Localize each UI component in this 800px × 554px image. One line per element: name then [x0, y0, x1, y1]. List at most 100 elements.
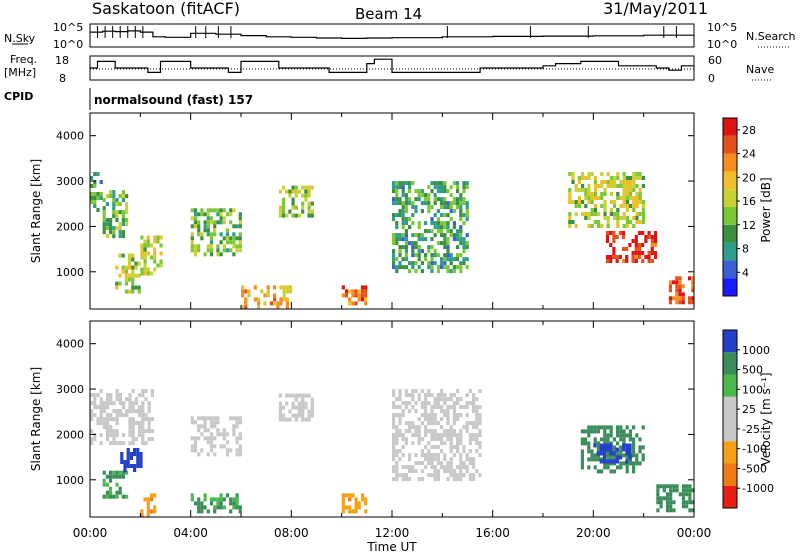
heatmap-cell	[433, 421, 437, 426]
nave-label: Nave	[746, 63, 774, 76]
colorbar-tick-label: 25	[742, 403, 756, 416]
heatmap-cell	[200, 448, 204, 453]
heatmap-cell	[392, 453, 396, 458]
heatmap-cell	[109, 417, 113, 422]
heatmap-cell	[291, 405, 295, 410]
heatmap-cell	[449, 209, 453, 214]
heatmap-cell	[216, 244, 220, 249]
heatmap-cell	[395, 437, 399, 442]
heatmap-cell	[596, 451, 600, 456]
heatmap-cell	[443, 397, 447, 402]
heatmap-cell	[395, 461, 399, 466]
x-tick-label: 08:00	[274, 526, 309, 540]
heatmap-cell	[456, 441, 460, 446]
heatmap-cell	[612, 231, 616, 235]
heatmap-cell	[584, 204, 588, 208]
heatmap-cell	[115, 198, 119, 203]
heatmap-cell	[395, 269, 399, 274]
heatmap-cell	[616, 196, 620, 200]
heatmap-cell	[392, 441, 396, 446]
heatmap-cell	[156, 235, 160, 240]
heatmap-cell	[279, 301, 283, 306]
heatmap-cell	[622, 204, 626, 208]
heatmap-cell	[647, 231, 651, 235]
heatmap-cell	[433, 185, 437, 190]
heatmap-cell	[125, 218, 129, 223]
heatmap-cell	[137, 289, 141, 294]
heatmap-cell	[401, 205, 405, 210]
heatmap-cell	[609, 192, 613, 196]
heatmap-cell	[456, 237, 460, 242]
heatmap-cell	[641, 208, 645, 212]
heatmap-cell	[449, 425, 453, 430]
heatmap-cell	[153, 493, 157, 498]
heatmap-cell	[398, 185, 402, 190]
heatmap-cell	[587, 172, 591, 176]
heatmap-cell	[99, 417, 103, 422]
heatmap-cell	[659, 496, 663, 501]
heatmap-cell	[213, 444, 217, 449]
heatmap-cell	[404, 217, 408, 222]
heatmap-cell	[685, 492, 689, 497]
heatmap-cell	[289, 285, 293, 290]
heatmap-cell	[139, 460, 143, 464]
heatmap-cell	[341, 285, 345, 290]
heatmap-cell	[414, 205, 418, 210]
heatmap-cell	[609, 208, 613, 212]
heatmap-cell	[472, 437, 476, 442]
heatmap-cell	[609, 469, 613, 474]
heatmap-cell	[235, 440, 239, 445]
heatmap-cell	[635, 216, 639, 220]
heatmap-cell	[678, 292, 682, 297]
heatmap-cell	[430, 457, 434, 462]
heatmap-cell	[622, 188, 626, 192]
heatmap-cell	[417, 193, 421, 198]
heatmap-cell	[688, 492, 692, 497]
heatmap-cell	[147, 417, 151, 422]
heatmap-cell	[392, 249, 396, 254]
heatmap-cell	[304, 197, 308, 202]
heatmap-cell	[688, 508, 692, 513]
heatmap-cell	[446, 257, 450, 262]
heatmap-cell	[427, 393, 431, 398]
heatmap-cell	[662, 496, 666, 501]
x-tick-label: 00:00	[677, 526, 712, 540]
heatmap-cell	[641, 231, 645, 235]
heatmap-cell	[433, 193, 437, 198]
heatmap-cell	[420, 189, 424, 194]
heatmap-cell	[310, 405, 314, 410]
heatmap-cell	[468, 437, 472, 442]
heatmap-cell	[440, 189, 444, 194]
heatmap-cell	[395, 405, 399, 410]
heatmap-cell	[600, 172, 604, 176]
heatmap-cell	[596, 441, 600, 446]
heatmap-cell	[653, 239, 658, 243]
heatmap-cell	[456, 437, 460, 442]
heatmap-cell	[446, 477, 450, 482]
colorbar-swatch	[723, 171, 737, 190]
heatmap-cell	[109, 441, 113, 446]
heatmap-cell	[118, 486, 122, 491]
heatmap-cell	[395, 213, 399, 218]
heatmap-cell	[139, 456, 143, 460]
heatmap-cell	[459, 405, 463, 410]
heatmap-cell	[590, 224, 594, 228]
heatmap-cell	[395, 441, 399, 446]
heatmap-cell	[200, 509, 204, 514]
heatmap-cell	[351, 293, 355, 298]
heatmap-cell	[102, 417, 106, 422]
heatmap-cell	[430, 253, 434, 258]
heatmap-cell	[121, 194, 125, 199]
heatmap-cell	[433, 433, 437, 438]
heatmap-cell	[456, 189, 460, 194]
heatmap-cell	[408, 185, 412, 190]
heatmap-cell	[456, 233, 460, 238]
heatmap-cell	[625, 196, 629, 200]
heatmap-cell	[414, 233, 418, 238]
heatmap-cell	[146, 505, 150, 510]
heatmap-cell	[574, 184, 578, 188]
heatmap-cell	[134, 401, 138, 406]
heatmap-cell	[90, 413, 94, 418]
heatmap-cell	[401, 453, 405, 458]
